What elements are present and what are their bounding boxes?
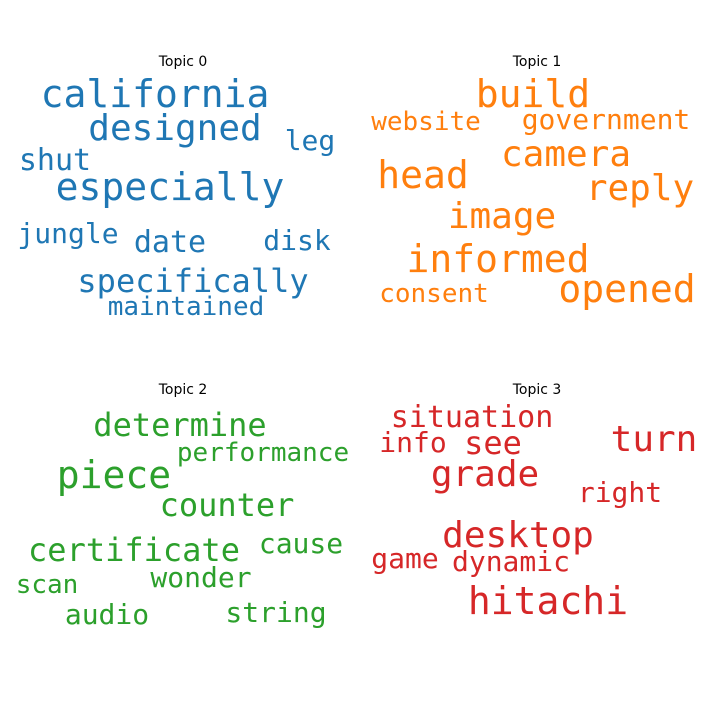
word-opened: opened bbox=[558, 267, 695, 311]
word-government: government bbox=[522, 103, 691, 136]
word-california: california bbox=[41, 72, 270, 116]
word-string: string bbox=[225, 596, 326, 629]
word-especially: especially bbox=[56, 165, 285, 209]
word-wonder: wonder bbox=[150, 561, 251, 594]
word-shut: shut bbox=[19, 143, 91, 178]
word-situation: situation bbox=[391, 400, 554, 435]
word-scan: scan bbox=[16, 570, 79, 600]
word-see: see bbox=[464, 424, 522, 462]
word-informed: informed bbox=[406, 237, 589, 281]
panel-title-topic-1: Topic 1 bbox=[512, 54, 562, 70]
word-designed: designed bbox=[88, 108, 261, 149]
word-turn: turn bbox=[611, 419, 698, 460]
word-camera: camera bbox=[501, 134, 631, 175]
word-cause: cause bbox=[259, 527, 343, 560]
word-disk: disk bbox=[263, 224, 331, 257]
panel-topic-2: Topic 2 bbox=[158, 382, 208, 398]
panel-topic-1: Topic 1 bbox=[512, 54, 562, 70]
word-image: image bbox=[448, 196, 556, 237]
word-performance: performance bbox=[177, 438, 349, 468]
word-game: game bbox=[371, 542, 438, 575]
word-dynamic: dynamic bbox=[452, 545, 570, 578]
word-build: build bbox=[476, 72, 590, 116]
panel-title-topic-2: Topic 2 bbox=[158, 382, 208, 398]
word-piece: piece bbox=[57, 453, 171, 497]
word-grade: grade bbox=[431, 454, 539, 495]
word-consent: consent bbox=[379, 279, 489, 309]
panel-topic-0: Topic 0 bbox=[158, 54, 208, 70]
word-right: right bbox=[578, 476, 662, 509]
word-info: info bbox=[379, 426, 446, 459]
word-hitachi: hitachi bbox=[468, 579, 628, 623]
word-date: date bbox=[134, 225, 206, 260]
word-leg: leg bbox=[285, 124, 336, 157]
word-audio: audio bbox=[65, 598, 149, 631]
word-determine: determine bbox=[93, 406, 266, 444]
panel-title-topic-0: Topic 0 bbox=[158, 54, 208, 70]
word-head: head bbox=[377, 153, 469, 197]
word-website: website bbox=[371, 107, 481, 137]
word-desktop: desktop bbox=[442, 515, 594, 556]
word-counter: counter bbox=[160, 486, 295, 524]
word-specifically: specifically bbox=[77, 262, 308, 300]
word-reply: reply bbox=[586, 168, 694, 209]
word-jungle: jungle bbox=[17, 217, 118, 250]
word-certificate: certificate bbox=[28, 531, 240, 569]
panel-topic-3: Topic 3 bbox=[512, 382, 562, 398]
word-maintained: maintained bbox=[108, 292, 265, 322]
panel-title-topic-3: Topic 3 bbox=[512, 382, 562, 398]
